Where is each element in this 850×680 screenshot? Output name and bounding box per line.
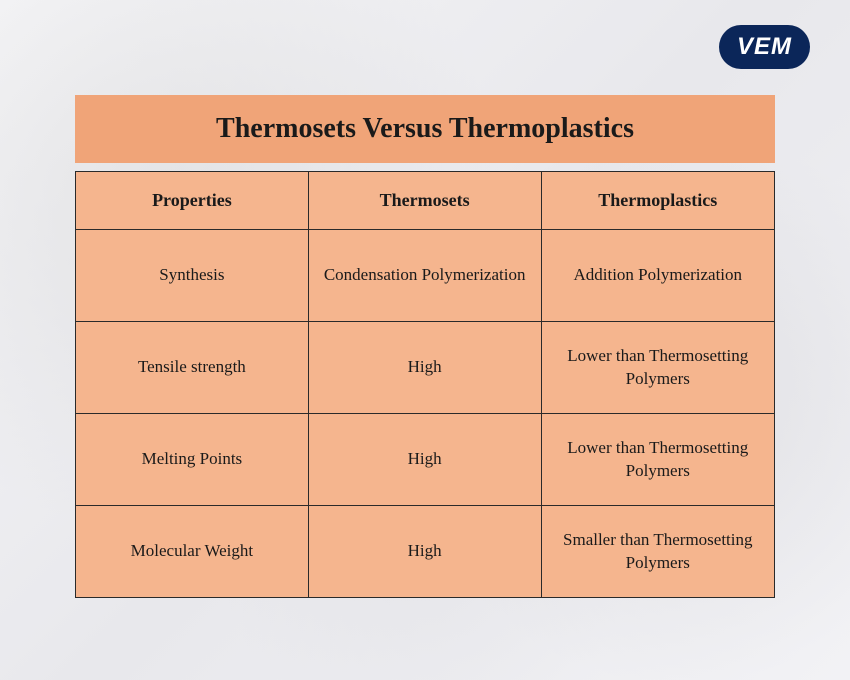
cell-thermoset: Condensation Polymerization	[308, 230, 541, 322]
page-title: Thermosets Versus Thermoplastics	[95, 113, 755, 145]
header-properties: Properties	[76, 172, 309, 230]
cell-thermoplastic: Smaller than Thermosetting Polymers	[541, 506, 774, 598]
header-thermoplastics: Thermoplastics	[541, 172, 774, 230]
table-row: Molecular Weight High Smaller than Therm…	[76, 506, 775, 598]
cell-property: Melting Points	[76, 414, 309, 506]
cell-thermoset: High	[308, 322, 541, 414]
cell-thermoplastic: Lower than Thermosetting Polymers	[541, 414, 774, 506]
table-header-row: Properties Thermosets Thermoplastics	[76, 172, 775, 230]
cell-property: Synthesis	[76, 230, 309, 322]
title-bar: Thermosets Versus Thermoplastics	[75, 95, 775, 163]
cell-thermoplastic: Lower than Thermosetting Polymers	[541, 322, 774, 414]
vem-logo: VEM	[719, 25, 810, 69]
content-container: Thermosets Versus Thermoplastics Propert…	[75, 95, 775, 598]
comparison-table: Properties Thermosets Thermoplastics Syn…	[75, 171, 775, 598]
table-row: Melting Points High Lower than Thermoset…	[76, 414, 775, 506]
header-thermosets: Thermosets	[308, 172, 541, 230]
cell-property: Molecular Weight	[76, 506, 309, 598]
cell-property: Tensile strength	[76, 322, 309, 414]
cell-thermoset: High	[308, 414, 541, 506]
cell-thermoset: High	[308, 506, 541, 598]
cell-thermoplastic: Addition Polymerization	[541, 230, 774, 322]
table-row: Synthesis Condensation Polymerization Ad…	[76, 230, 775, 322]
table-row: Tensile strength High Lower than Thermos…	[76, 322, 775, 414]
